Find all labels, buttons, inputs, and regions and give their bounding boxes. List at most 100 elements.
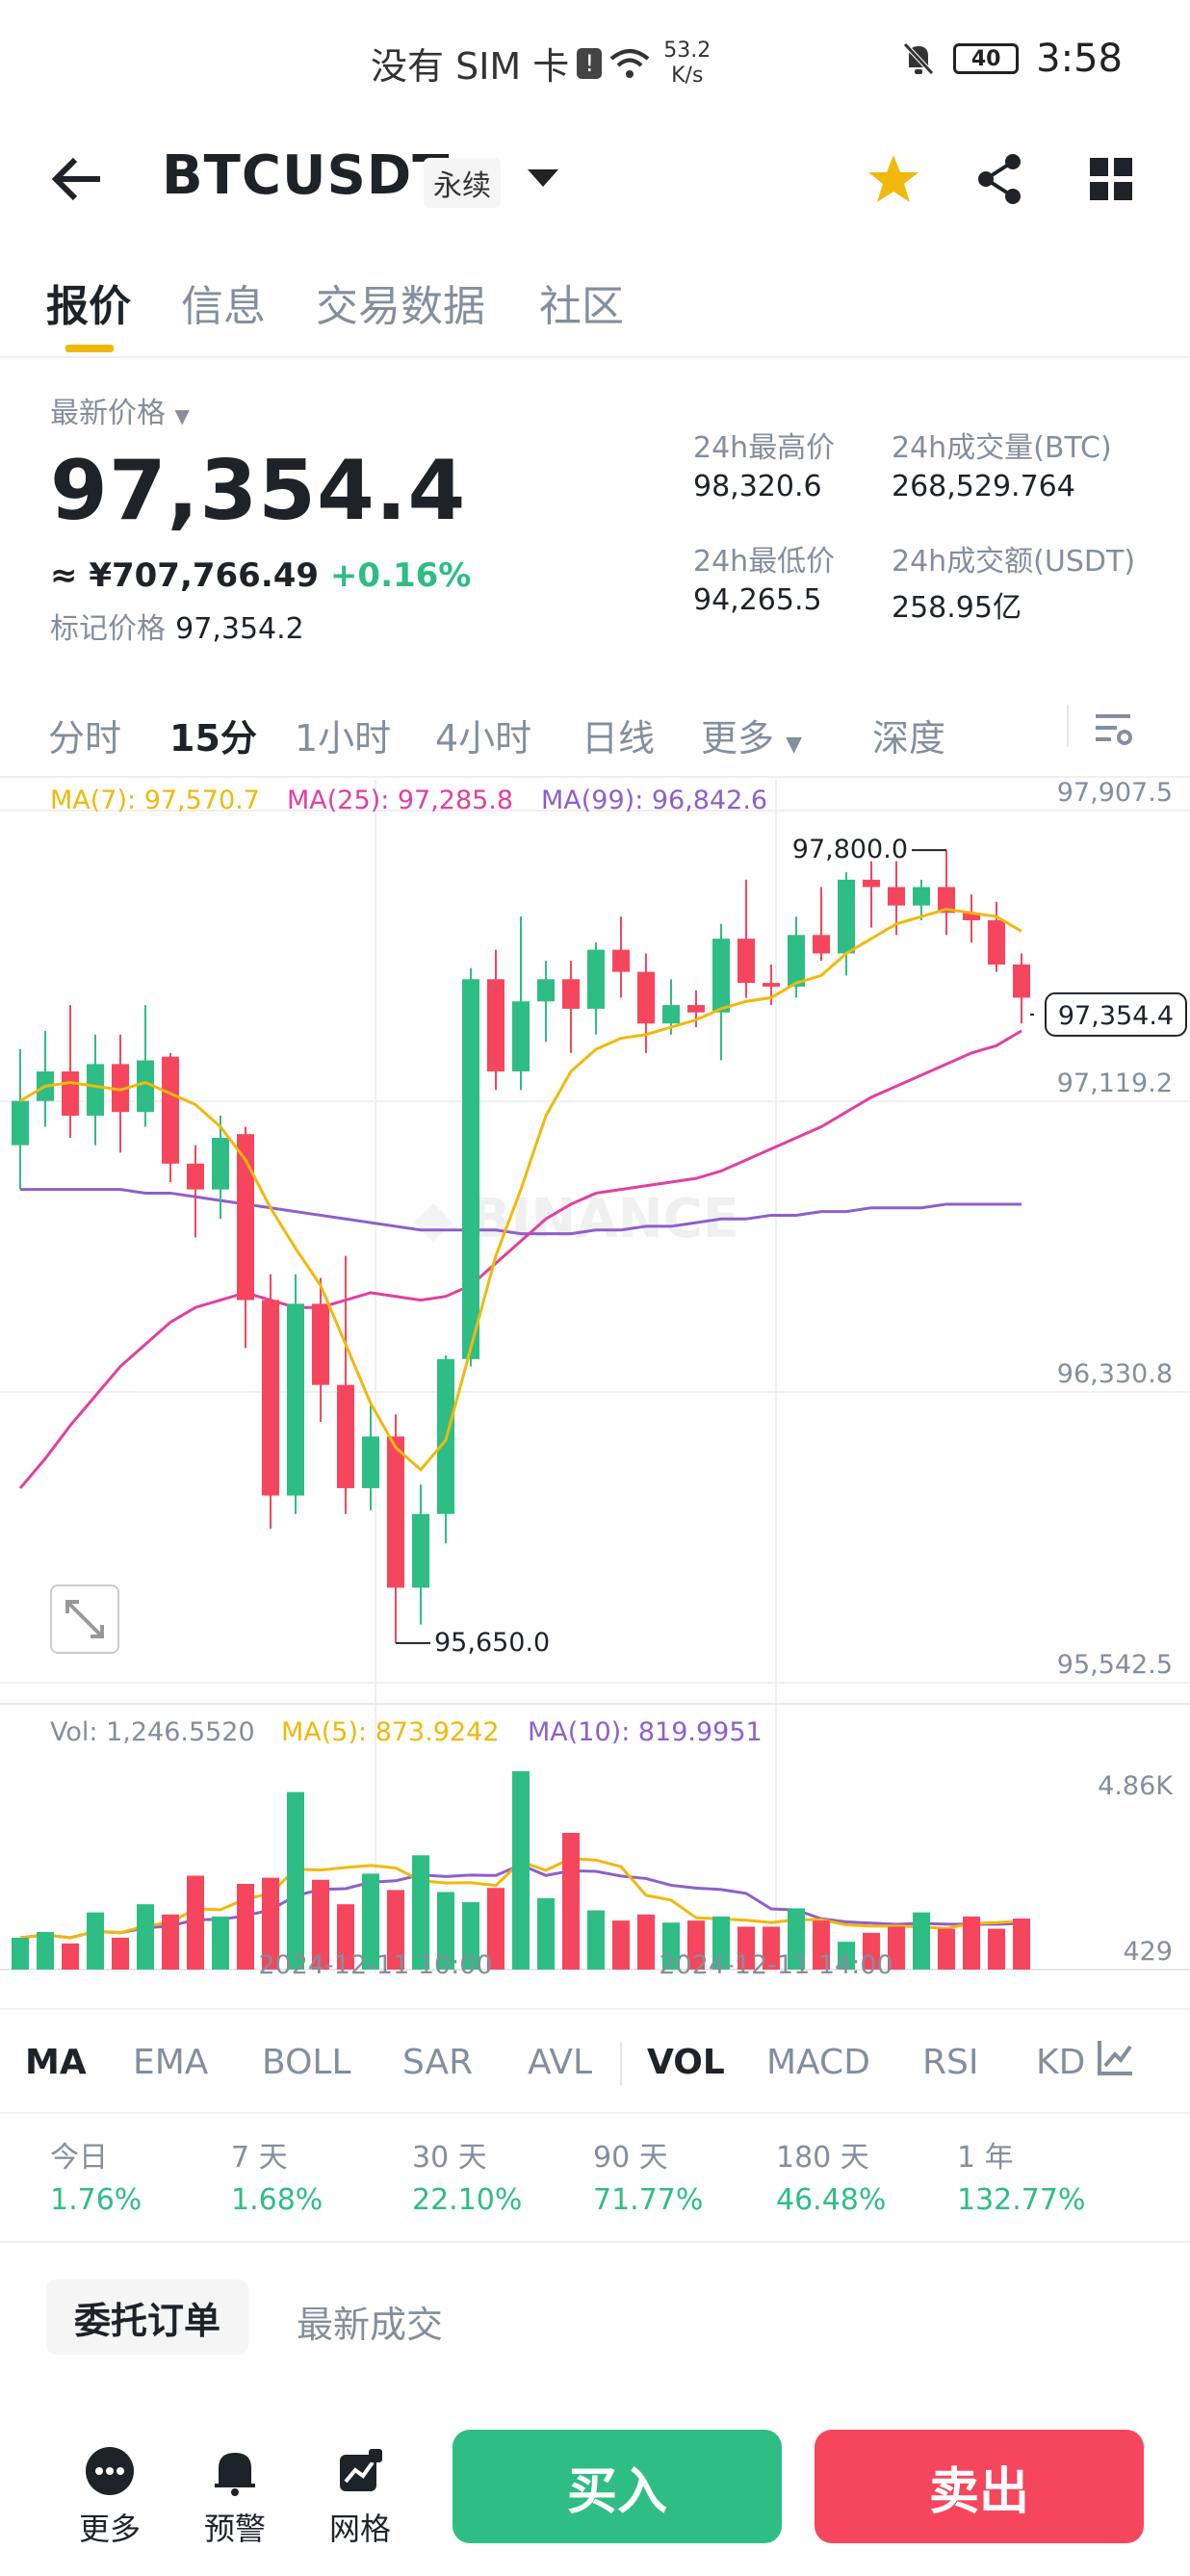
tab-community[interactable]: 社区 [539,282,624,331]
candle-body [287,1303,304,1496]
volume-bar [12,1937,29,1970]
ind-vol[interactable]: VOL [647,2043,725,2082]
volume-bar [662,1922,680,1970]
open-orders-tab[interactable]: 委托订单 [46,2280,248,2355]
candle-body [863,879,880,888]
latest-price-label[interactable]: 最新价格 ▼ [50,397,190,430]
volume-bar [612,1920,630,1970]
candle-body [763,983,780,987]
candle-body [462,979,479,1359]
bell-icon [215,2453,255,2496]
sell-button[interactable]: 卖出 [815,2430,1144,2543]
back-arrow-icon[interactable] [50,152,104,206]
candle-body [337,1384,354,1488]
candle-body [963,913,980,920]
ind-ma[interactable]: MA [25,2043,87,2082]
period-label: 1 年 [957,2141,1014,2175]
active-tab-indicator [65,345,114,352]
symbol-dropdown-icon[interactable] [528,169,558,187]
ind-avl[interactable]: AVL [528,2043,593,2082]
divider [0,2241,1190,2243]
buy-button[interactable]: 买入 [453,2430,782,2543]
ind-sar[interactable]: SAR [402,2043,474,2082]
volume-bar [813,1920,830,1970]
divider [1067,705,1069,747]
volume-bar [587,1910,605,1970]
volume-bar [888,1926,905,1970]
candle-body [487,979,504,1072]
candle-body [1013,964,1030,998]
period-label: 7 天 [231,2141,288,2175]
ind-macd[interactable]: MACD [766,2043,870,2082]
period-value: 22.10% [412,2183,523,2217]
volume-bar [62,1943,79,1970]
interval-more[interactable]: 更多 ▼ [701,717,803,760]
current-price-tag [1045,992,1187,1037]
candle-body [838,879,855,954]
indicator-bar: MA EMA BOLL SAR AVL VOL MACD RSI KD [0,2008,1190,2114]
more-dots-icon [86,2447,134,2495]
svg-text:BINANCE: BINANCE [470,1188,739,1250]
period-value: 46.48% [776,2183,887,2217]
volume-bar [462,1902,479,1970]
price-change: +0.16% [329,556,472,595]
interval-1d[interactable]: 日线 [582,717,656,760]
grid-button[interactable]: 网格 [302,2445,418,2549]
kline-chart[interactable]: BINANCE 97,907.5 97,119.2 96,330.8 95,542.5… [0,780,1190,1981]
candle-body [412,1513,429,1588]
candle-body [587,949,605,1009]
candle-body [788,935,805,987]
volume-bar [237,1883,254,1970]
interval-4h[interactable]: 4小时 [435,717,532,760]
volume-bar [863,1932,880,1970]
vol-usdt-label: 24h成交额(USDT) [892,545,1136,579]
grid-menu-icon[interactable] [1088,156,1134,202]
battery-indicator: 40 [953,43,1020,74]
ind-kd[interactable]: KD [1036,2043,1086,2082]
interval-1h[interactable]: 1小时 [295,717,392,760]
ma7-line [19,907,1022,1472]
candle-body [12,1100,29,1146]
tab-trade-data[interactable]: 交易数据 [316,282,485,331]
tab-info[interactable]: 信息 [181,282,266,331]
candle-body [137,1060,154,1113]
volume-bar [487,1888,504,1970]
ind-boll[interactable]: BOLL [262,2043,351,2082]
ma99-line [20,1188,1022,1236]
fullscreen-button[interactable] [50,1584,119,1654]
volume-bar [712,1916,730,1970]
ind-ema[interactable]: EMA [133,2043,209,2082]
candle-body [187,1163,204,1190]
clock: 3:58 [1036,37,1123,81]
latest-trades-tab[interactable]: 最新成交 [297,2304,444,2346]
volume-bar [412,1855,429,1970]
symbol-title[interactable]: BTCUSDT [162,144,451,207]
candle-body [813,935,830,954]
volume-bar [988,1928,1005,1970]
vol-btc-label: 24h成交量(BTC) [892,431,1112,465]
mark-price: 标记价格 97,354.2 [50,612,304,646]
chart-settings-icon[interactable] [1092,710,1134,749]
volume-bar [137,1904,154,1970]
more-button[interactable]: 更多 [52,2445,168,2549]
favorite-star-icon[interactable] [867,152,920,206]
depth-tab[interactable]: 深度 [872,717,946,760]
volume-bar [763,1926,780,1970]
expand-icon [65,1600,104,1638]
alert-button[interactable]: 预警 [177,2445,293,2549]
volume-bar [87,1912,104,1970]
main-tabs: 报价 信息 交易数据 社区 [0,262,1190,358]
interval-line[interactable]: 分时 [48,717,122,760]
price-cny: ≈ ¥707,766.49 +0.16% [50,556,472,595]
tab-quote[interactable]: 报价 [46,282,131,331]
current-price-label: 97,354.4 [1058,1001,1174,1031]
ind-rsi[interactable]: RSI [922,2043,979,2082]
status-bar: 没有 SIM 卡 ! 53.2 K/s 40 3:58 [0,0,1190,135]
ma-legend: MA(99): 96,842.6 [541,786,767,815]
interval-15m[interactable]: 15分 [169,717,257,760]
binance-watermark: BINANCE [414,1188,739,1250]
share-icon[interactable] [974,152,1024,206]
candle-body [712,939,730,1013]
indicator-settings-icon[interactable] [1096,2039,1134,2077]
volume-bar [963,1916,980,1970]
